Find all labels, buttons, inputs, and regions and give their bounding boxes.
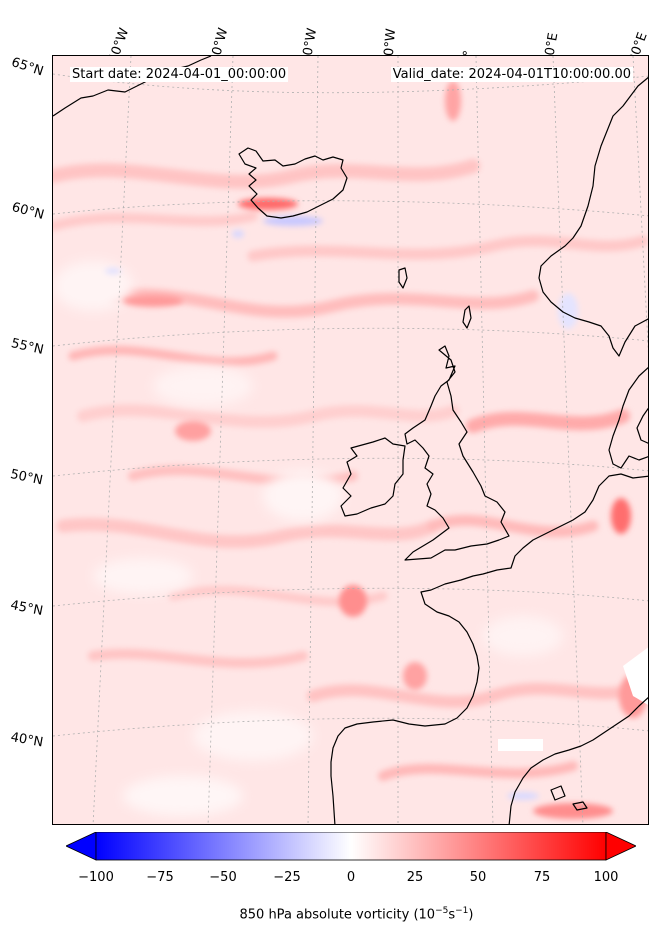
- coast-iceland: [238, 147, 348, 219]
- coast-denmark: [608, 367, 648, 469]
- colorbar-tick-m50: −50: [209, 870, 237, 885]
- colorbar: [66, 832, 636, 861]
- colorbar-tick-100: 100: [593, 870, 619, 885]
- vorticity-map: [53, 56, 648, 824]
- colorbar-gradient: [95, 832, 607, 861]
- coast-mediterranean: [508, 697, 648, 824]
- coast-faroe: [398, 267, 408, 289]
- colorbar-high-extend: [605, 832, 636, 861]
- colorbar-label: 850 hPa absolute vorticity (10−5s−1): [27, 906, 659, 922]
- vorticity-streaks: [53, 159, 648, 781]
- coast-norway: [538, 76, 648, 357]
- coast-sweden-south: [636, 407, 648, 444]
- colorbar-tick-50: 50: [469, 870, 487, 885]
- strong-vorticity-spots: [123, 81, 647, 819]
- coast-nw-europe: [330, 473, 648, 824]
- colorbar-tick-m100: −100: [78, 870, 114, 885]
- colorbar-label-text: 850 hPa absolute vorticity (10: [239, 907, 436, 923]
- colorbar-label-sup2: −1: [455, 906, 469, 916]
- white-patch: [498, 739, 543, 751]
- coast-ireland: [340, 437, 406, 517]
- valid-date-label: Valid_date: 2024-04-01T10:00:00.00: [390, 67, 633, 82]
- coast-great-britain: [404, 345, 510, 561]
- colorbar-tick-m75: −75: [146, 870, 174, 885]
- lat-label-60n: 60°N: [10, 200, 46, 223]
- negative-vorticity-spots: [105, 216, 578, 800]
- colorbar-tick-m25: −25: [273, 870, 301, 885]
- graticule: [53, 56, 648, 824]
- lat-label-45n: 45°N: [9, 598, 45, 619]
- colorbar-tick-25: 25: [406, 870, 424, 885]
- lat-label-50n: 50°N: [8, 467, 45, 489]
- colorbar-label-end: ): [468, 907, 474, 923]
- lat-label-55n: 55°N: [9, 336, 45, 358]
- coast-balearic: [572, 801, 588, 811]
- lat-label-65n: 65°N: [9, 55, 46, 80]
- map-panel[interactable]: Start date: 2024-04-01_00:00:00 Valid_da…: [52, 55, 649, 825]
- colorbar-tick-75: 75: [533, 870, 551, 885]
- coastlines: [53, 56, 648, 824]
- coast-shetland: [462, 305, 472, 329]
- start-date-label: Start date: 2024-04-01_00:00:00: [70, 67, 289, 82]
- coast-channel-island: [550, 785, 566, 801]
- weak-vorticity-patches: [53, 261, 563, 816]
- colorbar-label-mid: s: [448, 907, 456, 923]
- colorbar-label-sup1: −5: [435, 906, 449, 916]
- colorbar-tick-0: 0: [346, 870, 356, 885]
- white-patch-east: [623, 647, 648, 705]
- colorbar-low-extend: [66, 832, 97, 861]
- coast-greenland: [53, 56, 212, 117]
- lat-label-40n: 40°N: [9, 730, 45, 751]
